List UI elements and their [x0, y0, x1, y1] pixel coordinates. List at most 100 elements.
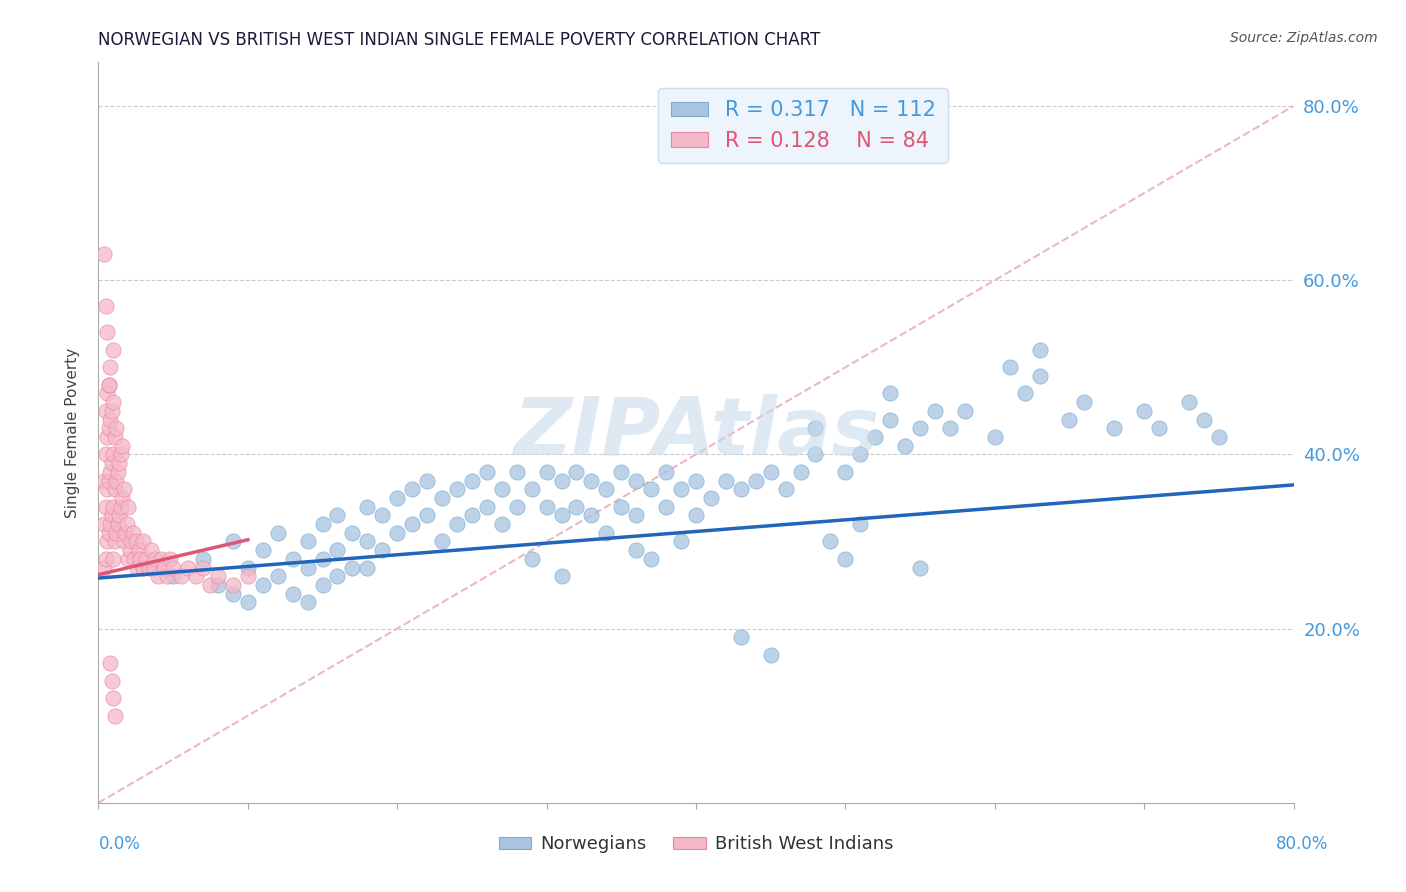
Point	[326, 569, 349, 583]
Point	[685, 474, 707, 488]
Point	[139, 543, 162, 558]
Point	[491, 482, 513, 496]
Point	[550, 508, 572, 523]
Point	[430, 534, 453, 549]
Point	[326, 508, 349, 523]
Legend: Norwegians, British West Indians: Norwegians, British West Indians	[491, 828, 901, 861]
Point	[1192, 412, 1215, 426]
Point	[94, 500, 117, 514]
Point	[626, 543, 648, 558]
Point	[98, 465, 122, 479]
Point	[804, 421, 827, 435]
Point	[581, 508, 603, 523]
Point	[112, 482, 135, 496]
Point	[103, 343, 125, 357]
Text: 0.0%: 0.0%	[98, 835, 141, 853]
Point	[581, 474, 603, 488]
Point	[461, 474, 484, 488]
Point	[103, 691, 125, 706]
Point	[98, 360, 122, 375]
Point	[98, 412, 122, 426]
Point	[177, 560, 200, 574]
Point	[129, 552, 152, 566]
Point	[879, 386, 901, 401]
Point	[1104, 421, 1126, 435]
Point	[356, 560, 378, 574]
Point	[184, 569, 207, 583]
Point	[222, 534, 245, 549]
Point	[142, 560, 165, 574]
Point	[110, 447, 132, 461]
Point	[108, 456, 131, 470]
Point	[520, 552, 543, 566]
Point	[105, 474, 128, 488]
Point	[124, 552, 146, 566]
Point	[745, 474, 768, 488]
Point	[849, 447, 872, 461]
Point	[342, 560, 364, 574]
Point	[610, 500, 633, 514]
Point	[191, 552, 214, 566]
Point	[97, 525, 120, 540]
Point	[297, 534, 319, 549]
Point	[342, 525, 364, 540]
Point	[908, 560, 931, 574]
Point	[98, 657, 122, 671]
Point	[97, 421, 120, 435]
Point	[536, 465, 558, 479]
Point	[655, 465, 678, 479]
Point	[107, 517, 129, 532]
Point	[311, 552, 333, 566]
Point	[804, 447, 827, 461]
Point	[121, 525, 143, 540]
Point	[111, 491, 134, 505]
Point	[132, 560, 155, 574]
Point	[640, 552, 662, 566]
Point	[191, 560, 214, 574]
Point	[610, 465, 633, 479]
Point	[655, 500, 678, 514]
Point	[1208, 430, 1230, 444]
Point	[162, 560, 184, 574]
Point	[491, 517, 513, 532]
Point	[148, 569, 170, 583]
Point	[169, 569, 191, 583]
Point	[93, 517, 115, 532]
Point	[112, 534, 135, 549]
Point	[430, 491, 453, 505]
Point	[879, 412, 901, 426]
Point	[94, 447, 117, 461]
Point	[595, 482, 617, 496]
Point	[96, 386, 118, 401]
Point	[222, 578, 245, 592]
Point	[104, 708, 127, 723]
Point	[416, 474, 439, 488]
Point	[94, 552, 117, 566]
Point	[105, 525, 128, 540]
Point	[1147, 421, 1170, 435]
Point	[775, 482, 797, 496]
Point	[132, 534, 155, 549]
Point	[1178, 395, 1201, 409]
Point	[626, 474, 648, 488]
Point	[162, 569, 184, 583]
Point	[550, 569, 572, 583]
Text: Source: ZipAtlas.com: Source: ZipAtlas.com	[1230, 31, 1378, 45]
Point	[385, 525, 409, 540]
Point	[401, 482, 423, 496]
Point	[1014, 386, 1036, 401]
Point	[128, 543, 150, 558]
Point	[401, 517, 423, 532]
Point	[1073, 395, 1095, 409]
Point	[118, 543, 141, 558]
Point	[93, 247, 115, 261]
Point	[536, 500, 558, 514]
Point	[103, 395, 125, 409]
Point	[730, 482, 752, 496]
Point	[565, 500, 588, 514]
Point	[143, 552, 166, 566]
Point	[105, 421, 128, 435]
Point	[252, 578, 274, 592]
Point	[1059, 412, 1081, 426]
Point	[281, 552, 304, 566]
